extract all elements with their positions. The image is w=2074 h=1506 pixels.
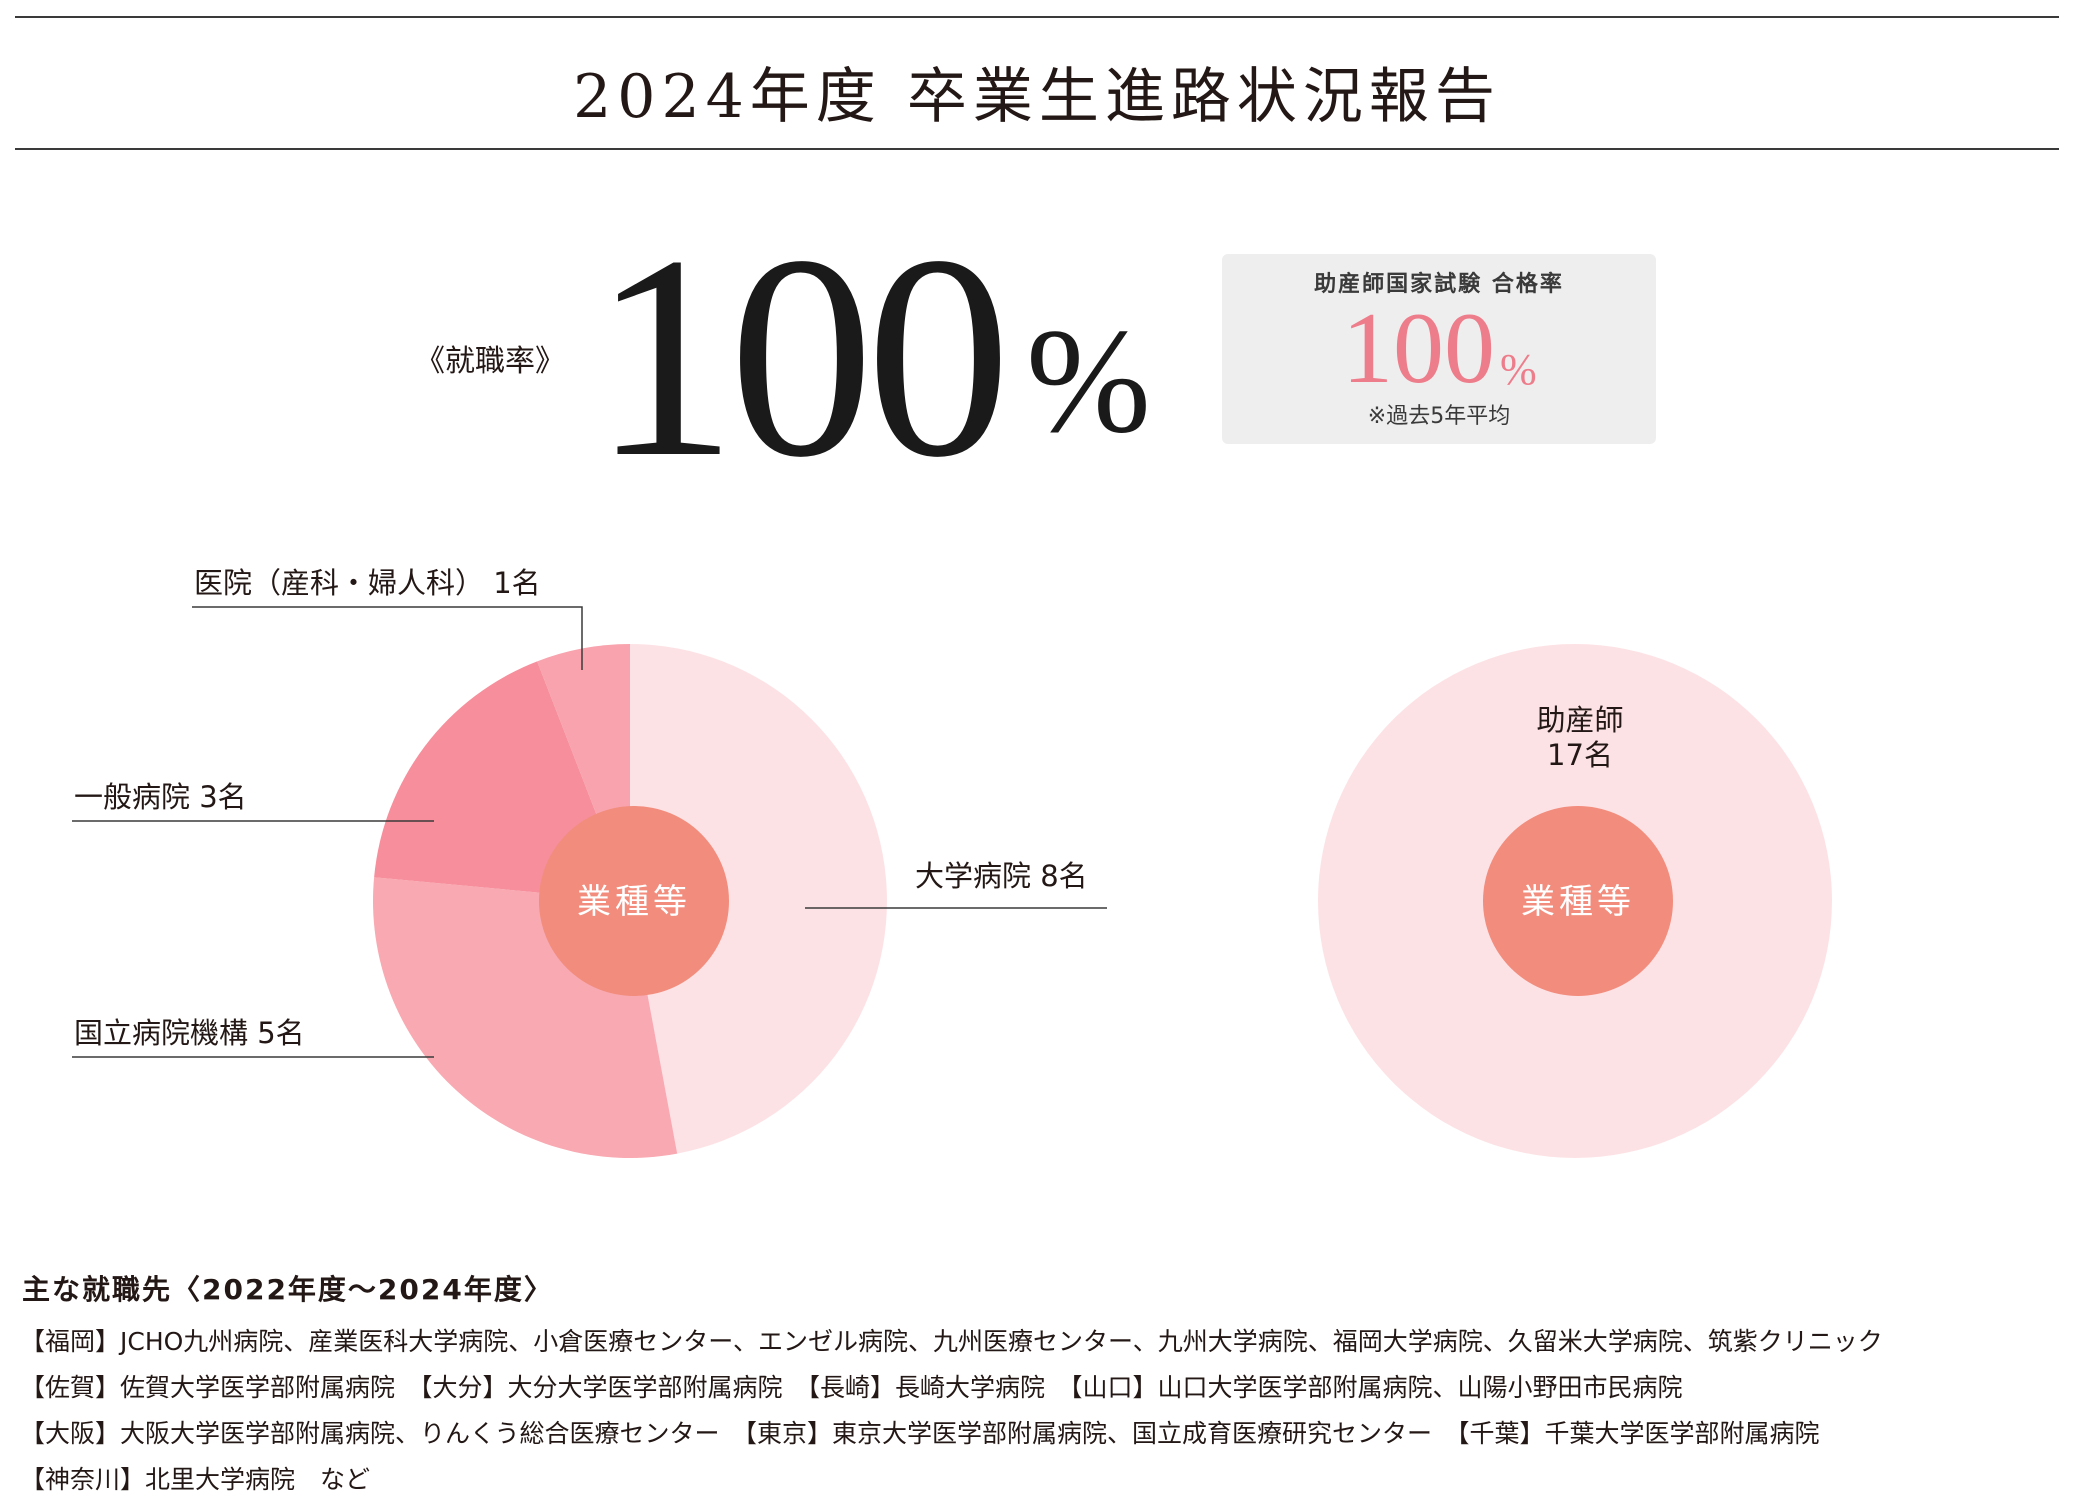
employment-rate-label: 《就職率》 <box>415 344 565 379</box>
pie-label-midwife: 助産師 <box>1536 703 1623 737</box>
exam-pass-rate-note: ※過去5年平均 <box>1367 404 1511 429</box>
employment-rate-value: 100 <box>592 196 1011 517</box>
page-title: 2024年度 卒業生進路状況報告 <box>573 62 1501 132</box>
exam-pass-rate-unit: % <box>1500 345 1537 394</box>
pie-center-badge-right <box>1483 806 1673 996</box>
pie-slice-university-hospital <box>630 644 887 1154</box>
pie-label-general-hospital: 一般病院 3名 <box>74 780 247 814</box>
top-rule <box>15 16 2059 18</box>
employer-line-kanto-kansai: 【大阪】大阪大学医学部附属病院、りんくう総合医療センター 【東京】東京大学医学部… <box>20 1419 1820 1448</box>
pie-center-label: 業種等 <box>577 882 691 922</box>
exam-pass-rate-title: 助産師国家試験 合格率 <box>1314 272 1564 297</box>
pie-label-university-hospital: 大学病院 8名 <box>915 859 1088 893</box>
exam-pass-rate-box: 助産師国家試験 合格率 100 % ※過去5年平均 <box>1222 254 1656 444</box>
pie-center-badge <box>539 806 729 996</box>
pie-label-midwife-count: 17名 <box>1547 738 1613 772</box>
employer-line-kyushu: 【佐賀】佐賀大学医学部附属病院 【大分】大分大学医学部附属病院 【長崎】長崎大学… <box>20 1373 1683 1402</box>
employers-heading: 主な就職先〈2022年度〜2024年度〉 <box>22 1273 554 1306</box>
pie-label-national-hospital: 国立病院機構 5名 <box>74 1016 305 1050</box>
pie-label-clinic: 医院（産科・婦人科） 1名 <box>194 566 541 600</box>
employer-line-fukuoka: 【福岡】JCHO九州病院、産業医科大学病院、小倉医療センター、エンゼル病院、九州… <box>20 1327 1883 1356</box>
employer-line-kanagawa: 【神奈川】北里大学病院 など <box>20 1465 371 1494</box>
employment-rate-unit: % <box>1026 298 1151 464</box>
exam-pass-rate-value: 100 <box>1342 292 1495 405</box>
title-bottom-rule <box>15 148 2059 150</box>
pie-center-label-right: 業種等 <box>1521 882 1635 922</box>
leader-line-clinic <box>192 606 583 670</box>
